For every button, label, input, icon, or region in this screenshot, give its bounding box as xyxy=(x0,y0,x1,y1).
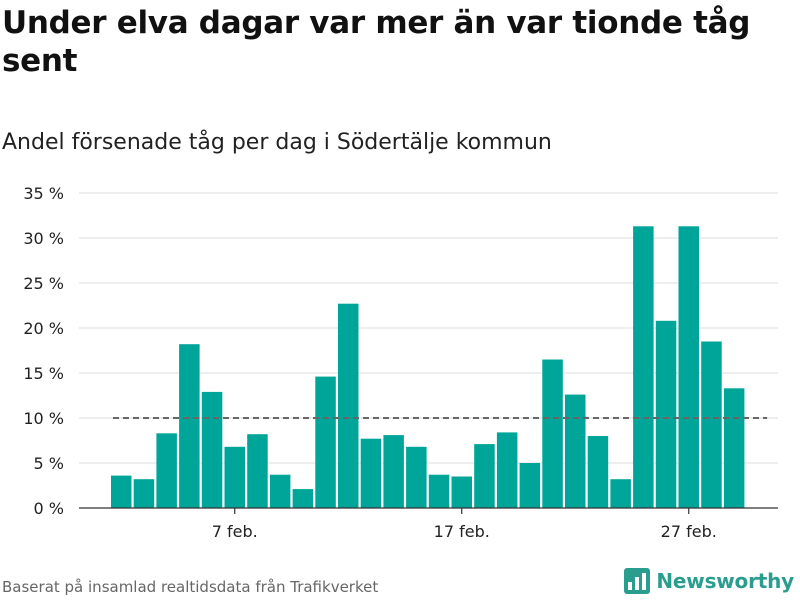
brand-logo[interactable]: Newsworthy xyxy=(624,568,794,594)
bar xyxy=(315,376,336,508)
bar xyxy=(496,432,518,508)
y-tick-label: 10 % xyxy=(23,409,64,428)
bar xyxy=(474,444,495,508)
brand-name: Newsworthy xyxy=(656,569,794,593)
y-tick-label: 15 % xyxy=(23,364,64,383)
bar xyxy=(428,474,450,508)
bar xyxy=(678,226,699,509)
y-tick-label: 0 % xyxy=(34,499,64,518)
source-note: Baserat på insamlad realtidsdata från Tr… xyxy=(2,578,379,596)
y-tick-label: 5 % xyxy=(34,454,64,473)
bar xyxy=(701,341,722,508)
bar xyxy=(406,446,427,508)
x-tick-label: 17 feb. xyxy=(434,522,490,541)
bar xyxy=(292,489,314,508)
bar xyxy=(360,438,382,508)
chart-subtitle: Andel försenade tåg per dag i Södertälje… xyxy=(2,130,552,155)
x-tick-label: 7 feb. xyxy=(212,522,258,541)
bar xyxy=(655,320,677,508)
y-tick-label: 35 % xyxy=(23,184,64,203)
bar xyxy=(451,476,472,508)
bar-chart: 0 % 5 % 10 % 15 % 20 % 25 % 30 % 35 % 7 feb. 17 … xyxy=(23,184,778,541)
bar xyxy=(247,434,268,508)
x-tick-label: 27 feb. xyxy=(661,522,717,541)
y-tick-label: 30 % xyxy=(23,229,64,248)
bar xyxy=(201,391,223,508)
bar xyxy=(156,433,177,508)
bar xyxy=(542,359,563,508)
bar xyxy=(269,474,291,508)
bar xyxy=(338,303,359,508)
bar xyxy=(633,226,654,509)
bar-chart-logo-icon xyxy=(624,568,651,594)
y-tick-label: 25 % xyxy=(23,274,64,293)
bar xyxy=(723,388,745,508)
bars xyxy=(111,226,745,509)
bar xyxy=(179,344,200,508)
chart-title: Under elva dagar var mer än var tionde t… xyxy=(2,5,751,79)
bar xyxy=(587,436,609,508)
bar xyxy=(519,463,541,508)
bar xyxy=(111,475,132,508)
y-axis-ticks: 0 % 5 % 10 % 15 % 20 % 25 % 30 % 35 % xyxy=(23,184,64,518)
y-tick-label: 20 % xyxy=(23,319,64,338)
x-axis: 7 feb. 17 feb. 27 feb. xyxy=(79,507,778,541)
bar xyxy=(610,479,631,508)
bar xyxy=(133,479,155,508)
bar xyxy=(224,446,245,508)
bar xyxy=(383,435,404,508)
bar xyxy=(565,394,586,508)
